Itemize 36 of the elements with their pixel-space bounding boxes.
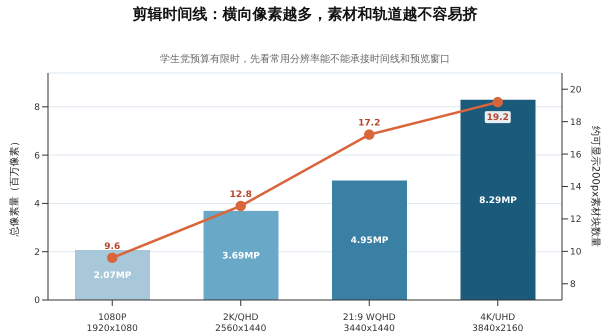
chart-subtitle: 学生党预算有限时，先看常用分辨率能不能承接时间线和预览窗口: [159, 52, 451, 66]
bar: [460, 100, 536, 300]
y2-tick-label: 10: [570, 248, 582, 258]
y-axis-title: 总像素量（百万像素）: [8, 136, 21, 238]
y-tick-label: 0: [34, 296, 40, 306]
bar: [332, 180, 407, 300]
chart-title: 剪辑时间线：横向像素越多，素材和轨道越不容易挤: [132, 5, 478, 24]
x-tick-label: 2K/QHD 2560x1440: [215, 313, 267, 334]
x-tick-label: 4K/UHD 3840x2160: [472, 313, 524, 334]
y2-tick-label: 8: [570, 280, 576, 290]
y-tick-label: 6: [34, 151, 40, 162]
data-label: 4.95MP: [350, 236, 389, 246]
x-tick-label: 1080P 1920x1080: [86, 313, 138, 334]
point: [364, 129, 374, 140]
bar: [75, 250, 150, 300]
y2-tick-label: 18: [570, 118, 582, 128]
y2-axis-title: 约可显示200px素材块数量: [589, 126, 602, 248]
y2-tick-label: 20: [570, 85, 582, 96]
y2-tick-label: 12: [570, 215, 582, 226]
point: [492, 96, 503, 108]
y-tick-label: 4: [34, 200, 40, 210]
point: [236, 200, 246, 212]
y2-tick-label: 14: [570, 182, 582, 193]
y-tick-label: 8: [34, 103, 40, 114]
point: [107, 252, 118, 264]
data-label: 17.2: [358, 118, 380, 129]
x-tick-label: 21:9 WQHD 3440x1440: [342, 313, 396, 334]
data-label: 12.8: [230, 190, 252, 200]
data-label: 19.2: [486, 113, 509, 124]
data-label: 9.6: [104, 242, 120, 252]
data-label: 2.07MP: [94, 271, 132, 282]
y-tick-label: 2: [34, 248, 40, 258]
y2-tick-label: 16: [570, 150, 582, 160]
bar: [204, 210, 278, 300]
data-label: 8.29MP: [479, 196, 518, 206]
data-label: 3.69MP: [222, 251, 260, 262]
